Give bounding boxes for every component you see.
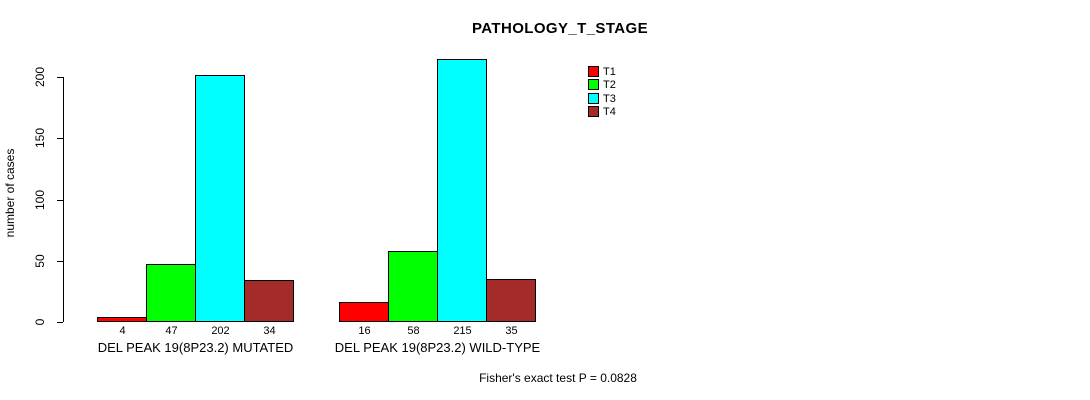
fisher-test-annotation: Fisher's exact test P = 0.0828 xyxy=(479,371,637,385)
y-axis-label: number of cases xyxy=(3,148,17,238)
y-tick xyxy=(57,77,63,78)
chart-title: PATHOLOGY_T_STAGE xyxy=(472,20,648,37)
bar-t1-group2 xyxy=(339,302,389,322)
bar-t3-group2 xyxy=(437,59,487,322)
legend-swatch-t3 xyxy=(588,93,599,104)
bar-value-label: 16 xyxy=(358,325,371,337)
legend-swatch-t4 xyxy=(588,106,599,117)
y-tick xyxy=(57,138,63,139)
legend-label-t1: T1 xyxy=(603,66,616,78)
y-tick-label: 150 xyxy=(33,127,47,149)
bar-t2-group1 xyxy=(146,264,196,322)
bar-value-label: 4 xyxy=(119,325,126,337)
bar-value-label: 202 xyxy=(211,325,230,337)
y-tick xyxy=(57,200,63,201)
bar-t1-group1 xyxy=(97,317,147,322)
legend-label-t3: T3 xyxy=(603,93,616,105)
y-tick-label: 100 xyxy=(33,189,47,211)
bar-value-label: 215 xyxy=(453,325,472,337)
y-tick-label: 200 xyxy=(33,66,47,88)
bar-value-label: 35 xyxy=(505,325,518,337)
bar-t3-group1 xyxy=(195,75,245,322)
bar-value-label: 58 xyxy=(407,325,420,337)
bar-value-label: 47 xyxy=(165,325,178,337)
y-tick-label: 50 xyxy=(33,254,47,268)
bar-t4-group1 xyxy=(244,280,294,322)
category-label: DEL PEAK 19(8P23.2) WILD-TYPE xyxy=(334,340,541,355)
bar-t4-group2 xyxy=(486,279,536,322)
category-label: DEL PEAK 19(8P23.2) MUTATED xyxy=(97,340,294,355)
legend-label-t4: T4 xyxy=(603,106,616,118)
y-tick-label: 0 xyxy=(33,318,47,326)
legend-swatch-t1 xyxy=(588,66,599,77)
y-tick xyxy=(57,261,63,262)
legend-swatch-t2 xyxy=(588,79,599,90)
legend-label-t2: T2 xyxy=(603,79,616,91)
bar-value-label: 34 xyxy=(263,325,276,337)
bar-t2-group2 xyxy=(388,251,438,322)
y-tick xyxy=(57,322,63,323)
y-axis-line xyxy=(63,77,64,322)
